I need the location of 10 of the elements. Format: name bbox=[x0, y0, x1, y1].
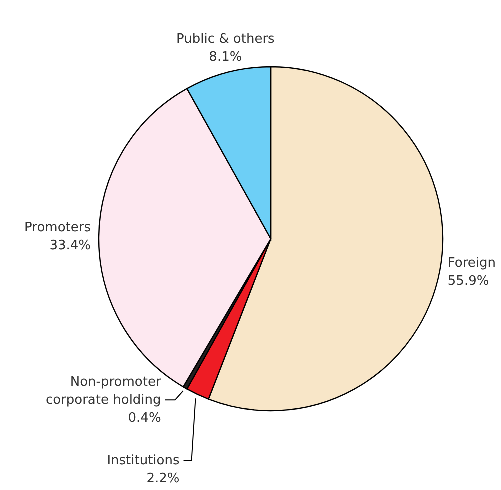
slice-label: Non-promoter corporate holding bbox=[46, 375, 162, 408]
data-label: 2.2% bbox=[146, 472, 180, 487]
data-label: 0.4% bbox=[128, 411, 162, 426]
slice-label: Foreign bbox=[448, 256, 496, 272]
slice-label: Institutions bbox=[107, 454, 180, 469]
data-label: 55.9% bbox=[448, 274, 490, 290]
slice-label: Promoters bbox=[24, 220, 92, 236]
slice-label: Public & others bbox=[176, 32, 276, 47]
data-label: 8.1% bbox=[209, 50, 242, 65]
data-label: 33.4% bbox=[50, 238, 92, 254]
